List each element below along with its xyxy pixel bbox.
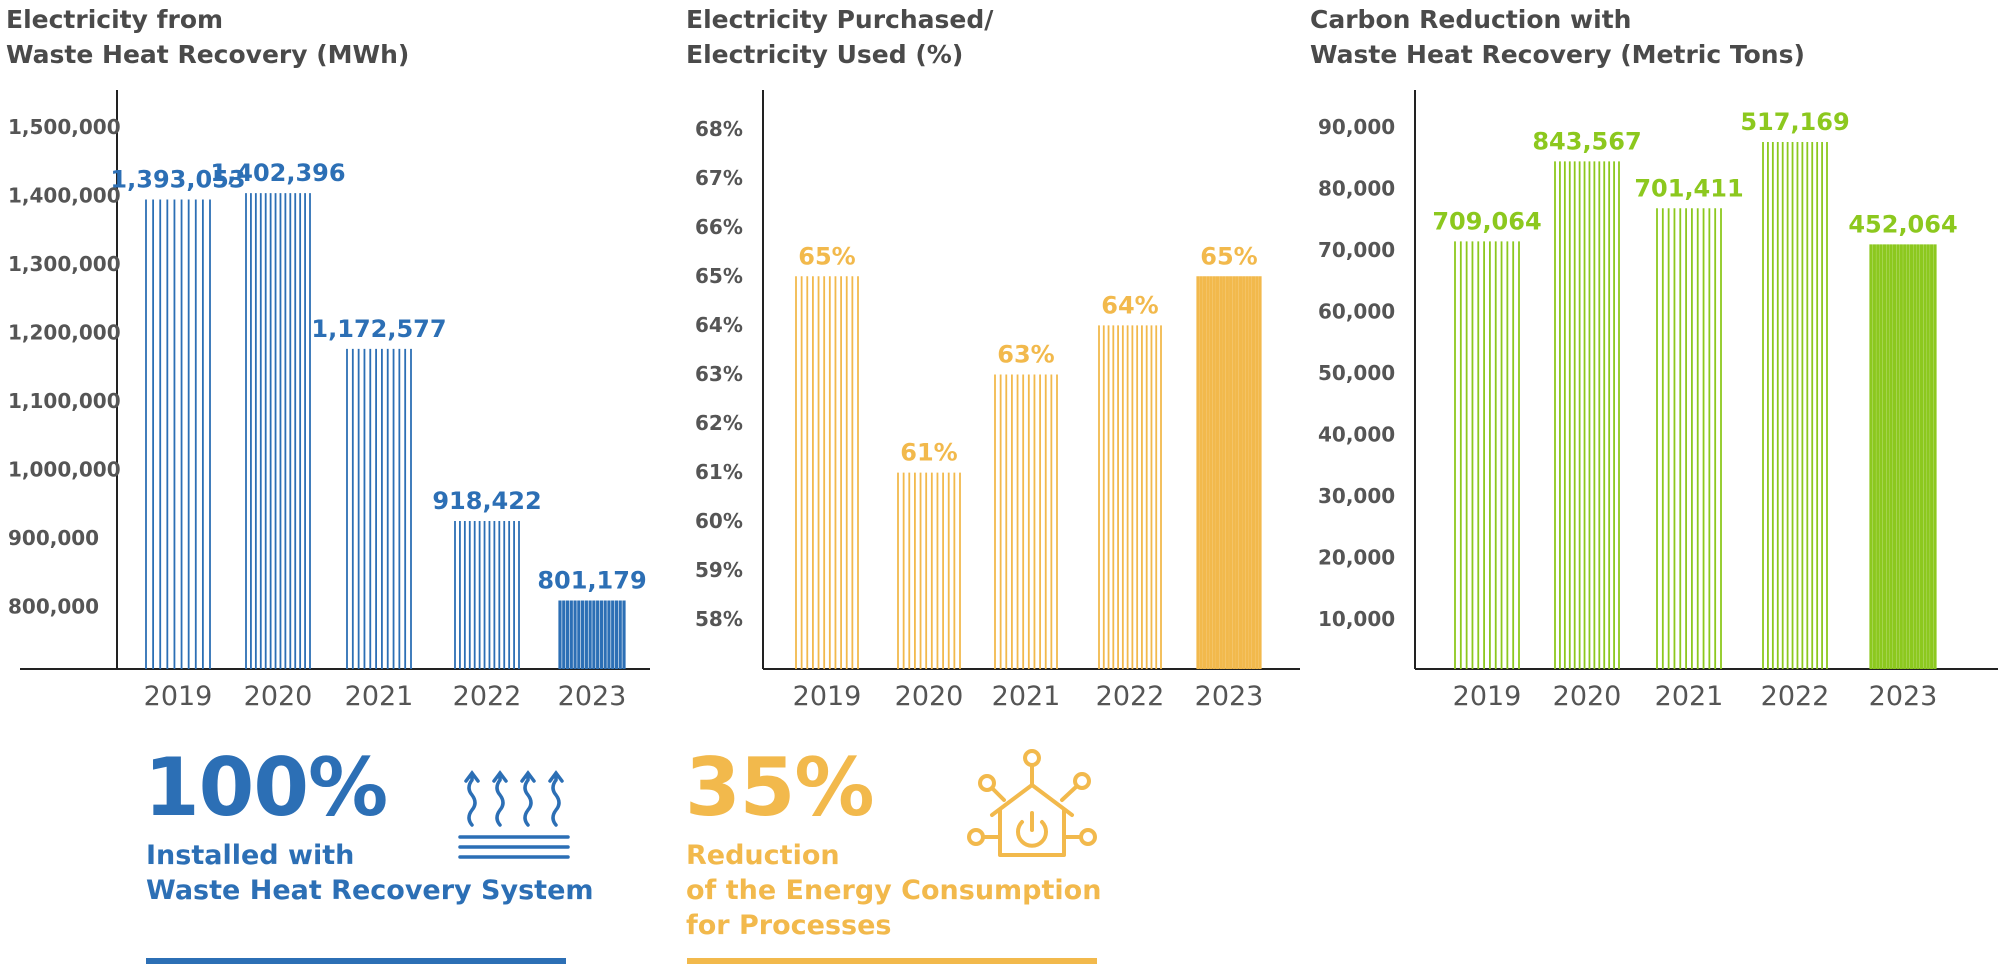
highlight-line: Installed with: [146, 840, 355, 871]
chart-electricity-purchased: 68% 67% 66% 65% 64% 63% 62% 61% 60% 59% 58% 65% 2019…: [695, 90, 1300, 712]
chart-title-electricity-heat-recovery: Electricity from Waste Heat Recovery (MW…: [6, 2, 409, 72]
y-tick-label: 1,500,000: [8, 115, 121, 139]
bar-2022: [1762, 142, 1828, 669]
x-tick-label: 2023: [558, 681, 627, 712]
x-tick-label: 2023: [1195, 681, 1264, 712]
x-tick-label: 2023: [1869, 681, 1938, 712]
y-tick-label: 900,000: [8, 526, 99, 550]
bar-2020: [245, 193, 311, 669]
y-tick-label: 68%: [695, 117, 743, 141]
bar-2020: [897, 472, 961, 669]
bar-2022: [454, 521, 520, 669]
data-label: 1,402,396: [210, 159, 345, 187]
highlight-underline: [687, 958, 1097, 964]
y-tick-label: 50,000: [1318, 361, 1395, 385]
bar-2021: [1656, 208, 1722, 669]
highlight-energy-reduction: 35%: [685, 741, 874, 834]
x-tick-label: 2019: [1453, 681, 1522, 712]
data-label: 63%: [997, 340, 1054, 368]
data-label: 701,411: [1634, 174, 1743, 202]
x-tick-label: 2019: [793, 681, 862, 712]
y-tick-label: 30,000: [1318, 484, 1395, 508]
y-tick-label: 67%: [695, 166, 743, 190]
chart-title-carbon-reduction: Carbon Reduction with Waste Heat Recover…: [1310, 2, 1805, 72]
bar-2020: [1554, 161, 1620, 669]
x-tick-label: 2019: [144, 681, 213, 712]
y-tick-label: 66%: [695, 215, 743, 239]
data-label: 843,567: [1532, 127, 1641, 155]
chart-title-electricity-purchased: Electricity Purchased/ Electricity Used …: [686, 2, 993, 72]
data-label: 64%: [1101, 291, 1158, 319]
chart-title-line: Waste Heat Recovery (Metric Tons): [1310, 40, 1805, 69]
chart-electricity-heat-recovery: 1,500,000 1,400,000 1,300,000 1,200,000 1,10…: [8, 90, 650, 712]
highlight-text: Installed with Waste Heat Recovery Syste…: [146, 838, 594, 908]
y-tick-label: 70,000: [1318, 238, 1395, 262]
x-tick-label: 2021: [992, 681, 1061, 712]
chart-title-line: Electricity from: [6, 5, 224, 34]
bar-2021: [346, 348, 412, 669]
highlight-value: 35%: [685, 741, 874, 834]
y-tick-label: 60%: [695, 509, 743, 533]
bar-2022: [1098, 325, 1162, 669]
data-label: 65%: [1200, 242, 1257, 270]
y-tick-label: 62%: [695, 411, 743, 435]
data-label: 61%: [900, 439, 957, 467]
bar-2019: [795, 276, 859, 669]
bar-2023: [1196, 276, 1262, 669]
chart-title-line: Waste Heat Recovery (MWh): [6, 40, 410, 69]
x-tick-label: 2021: [345, 681, 414, 712]
y-tick-label: 80,000: [1318, 177, 1395, 201]
x-tick-label: 2022: [1761, 681, 1830, 712]
highlight-heat-recovery: 100%: [144, 741, 388, 834]
x-tick-label: 2022: [1096, 681, 1165, 712]
data-label: 918,422: [432, 487, 541, 515]
highlight-line: of the Energy Consumption: [686, 875, 1102, 906]
chart-carbon-reduction: 90,000 80,000 70,000 60,000 50,000 40,000 30,0…: [1318, 90, 1998, 712]
y-tick-label: 1,100,000: [8, 389, 121, 413]
chart-title-line: Electricity Used (%): [686, 40, 964, 69]
y-tick-label: 1,400,000: [8, 184, 121, 208]
highlight-line: Reduction: [686, 840, 840, 871]
x-tick-label: 2020: [895, 681, 964, 712]
y-tick-label: 59%: [695, 558, 743, 582]
highlight-value: 100%: [144, 741, 388, 834]
y-tick-label: 61%: [695, 460, 743, 484]
y-tick-label: 65%: [695, 264, 743, 288]
highlight-text: Reduction of the Energy Consumption for …: [686, 838, 1101, 943]
x-tick-label: 2021: [1655, 681, 1724, 712]
bar-2019: [1454, 241, 1520, 669]
bar-2023: [1869, 244, 1937, 669]
data-label: 1,393,053: [110, 165, 245, 193]
y-tick-label: 60,000: [1318, 300, 1395, 324]
data-label: 517,169: [1740, 108, 1849, 136]
y-tick-label: 1,000,000: [8, 458, 121, 482]
data-label: 65%: [798, 242, 855, 270]
data-label: 1,172,577: [311, 315, 446, 343]
y-tick-label: 90,000: [1318, 115, 1395, 139]
data-label: 709,064: [1432, 207, 1541, 235]
data-label: 452,064: [1848, 210, 1957, 238]
x-tick-label: 2020: [244, 681, 313, 712]
highlight-line: for Processes: [686, 910, 892, 941]
y-tick-label: 58%: [695, 607, 743, 631]
chart-title-line: Carbon Reduction with: [1310, 5, 1632, 34]
y-tick-label: 1,300,000: [8, 252, 121, 276]
chart-title-line: Electricity Purchased/: [686, 5, 994, 34]
y-tick-label: 20,000: [1318, 546, 1395, 570]
bar-2019: [145, 199, 211, 669]
y-tick-label: 800,000: [8, 595, 99, 619]
highlight-underline: [146, 958, 566, 964]
bar-2023: [558, 600, 626, 669]
y-tick-label: 63%: [695, 362, 743, 386]
data-label: 801,179: [537, 566, 646, 594]
bar-2021: [994, 374, 1058, 669]
y-tick-label: 1,200,000: [8, 321, 121, 345]
y-tick-label: 10,000: [1318, 607, 1395, 631]
highlight-line: Waste Heat Recovery System: [146, 875, 594, 906]
y-tick-label: 40,000: [1318, 423, 1395, 447]
x-tick-label: 2022: [453, 681, 522, 712]
y-tick-label: 64%: [695, 313, 743, 337]
x-tick-label: 2020: [1553, 681, 1622, 712]
